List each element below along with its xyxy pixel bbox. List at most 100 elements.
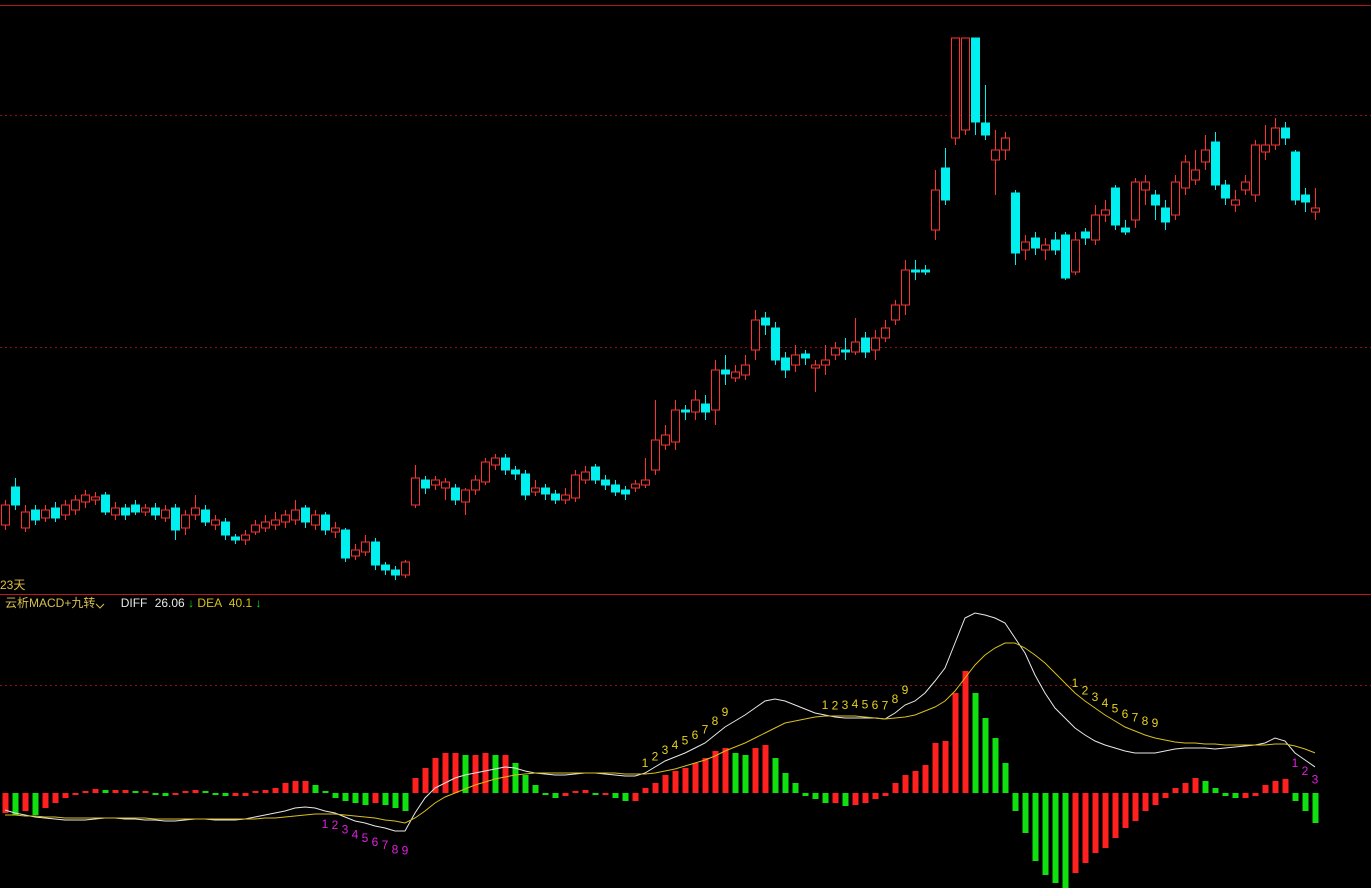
candle-body: [1221, 184, 1230, 199]
macd-bar: [512, 763, 519, 793]
candle-body: [641, 479, 650, 486]
macd-bar: [112, 790, 119, 793]
macd-bar: [1242, 793, 1249, 798]
macd-bar: [242, 793, 249, 796]
nine-count: 3: [842, 698, 849, 712]
macd-bar: [682, 768, 689, 793]
candle-body: [1151, 194, 1160, 206]
nine-count: 5: [362, 831, 369, 845]
candle-body: [81, 494, 90, 503]
macd-bar: [972, 693, 979, 793]
candle-body: [1241, 181, 1250, 191]
candle-body: [131, 504, 140, 513]
macd-bar: [952, 693, 959, 793]
macd-bar: [842, 793, 849, 806]
macd-bar: [932, 743, 939, 793]
macd-bar: [122, 790, 129, 793]
candle-body: [831, 347, 840, 356]
nine-count: 7: [382, 838, 389, 852]
candle-body: [301, 507, 310, 523]
legend-name: DIFF: [121, 596, 148, 610]
macd-bar: [1032, 793, 1039, 861]
macd-bar: [762, 745, 769, 793]
macd-bar: [162, 793, 169, 796]
macd-bar: [262, 790, 269, 793]
macd-bar: [802, 793, 809, 796]
candle-body: [681, 409, 690, 413]
candle-body: [271, 519, 280, 526]
candle-body: [331, 527, 340, 533]
candle-body: [801, 353, 810, 359]
nine-count: 3: [1312, 772, 1319, 786]
macd-bar: [1302, 793, 1309, 811]
candle-body: [221, 521, 230, 536]
nine-count: 6: [1122, 707, 1129, 721]
candle-body: [231, 536, 240, 541]
candle-body: [931, 189, 940, 231]
candle-body: [1211, 141, 1220, 186]
candle-body: [971, 37, 980, 123]
macd-bar: [852, 793, 859, 805]
candle-body: [421, 479, 430, 489]
candle-body: [861, 337, 870, 353]
candle-body: [821, 359, 830, 366]
macd-bar: [1272, 781, 1279, 793]
macd-bar: [722, 748, 729, 793]
macd-bar: [282, 783, 289, 793]
macd-bar: [1072, 793, 1079, 873]
candle-body: [1001, 137, 1010, 151]
candle-body: [411, 477, 420, 506]
macd-bar: [252, 791, 259, 793]
candle-body: [391, 569, 400, 576]
candle-body: [351, 549, 360, 557]
candle-body: [141, 507, 150, 513]
candle-body: [601, 479, 610, 486]
candle-body: [611, 484, 620, 493]
candle-body: [841, 349, 850, 353]
nine-count: 1: [822, 698, 829, 712]
candle-body: [111, 507, 120, 516]
indicator-header: 云析MACD+九转 DIFF 26.06 ↓ DEA 40.1 ↓: [5, 595, 261, 610]
macd-bar: [1012, 793, 1019, 811]
macd-bar: [352, 793, 359, 803]
macd-bar: [472, 755, 479, 793]
candle-body: [851, 341, 860, 353]
candle-body: [321, 514, 330, 531]
candle-body: [471, 479, 480, 491]
candle-body: [761, 317, 770, 326]
candle-body: [1111, 187, 1120, 226]
macd-bar: [1022, 793, 1029, 833]
macd-bar: [1172, 788, 1179, 793]
macd-bar: [232, 793, 239, 796]
nine-count: 8: [892, 692, 899, 706]
candle-body: [21, 511, 30, 529]
candle-body: [1141, 181, 1150, 191]
candle-body: [191, 507, 200, 516]
candle-body: [431, 479, 440, 486]
candle-body: [941, 167, 950, 201]
macd-bar: [152, 793, 159, 795]
candle-body: [1171, 181, 1180, 216]
macd-bar: [1292, 793, 1299, 801]
macd-bar: [652, 783, 659, 793]
candle-body: [1181, 161, 1190, 189]
candle-body: [871, 337, 880, 351]
macd-bar: [1212, 788, 1219, 793]
candle-body: [581, 471, 590, 481]
nine-count: 2: [652, 749, 659, 763]
macd-bar: [532, 785, 539, 793]
macd-bar: [372, 793, 379, 803]
candle-body: [901, 269, 910, 306]
candle-body: [561, 494, 570, 501]
macd-bar: [1162, 793, 1169, 798]
candle-body: [1301, 194, 1310, 203]
macd-bar: [462, 755, 469, 793]
macd-bar: [72, 793, 79, 795]
macd-bar: [782, 773, 789, 793]
candle-body: [991, 149, 1000, 161]
dropdown-icon[interactable]: [95, 603, 105, 609]
nine-count: 4: [852, 697, 859, 711]
candle-body: [121, 507, 130, 516]
macd-bar: [522, 775, 529, 793]
